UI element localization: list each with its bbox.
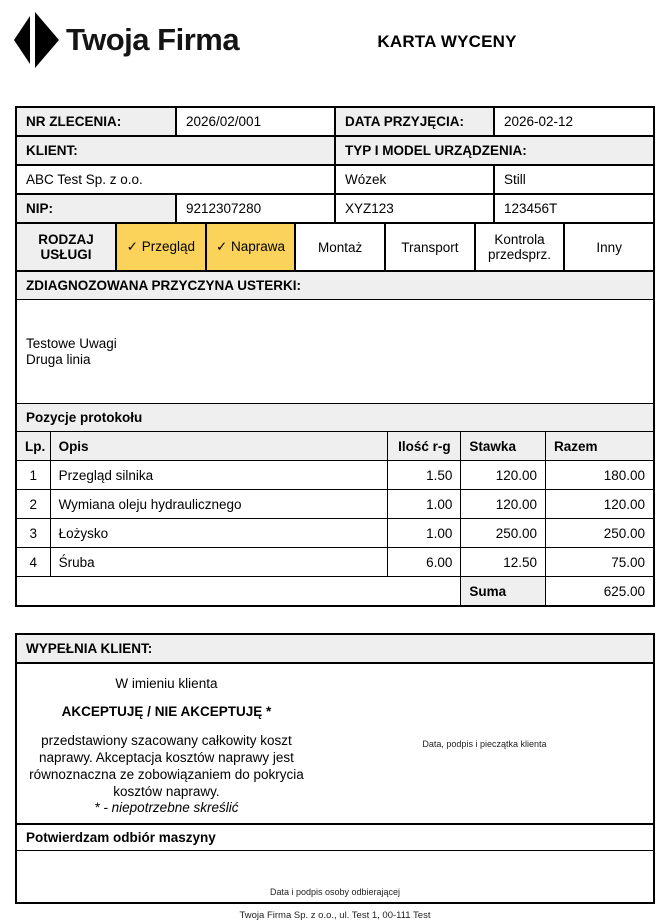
table-row: 2 Wymiana oleju hydraulicznego 1.00 120.… bbox=[16, 489, 654, 519]
sum-spacer-cell bbox=[16, 576, 462, 606]
on-behalf-line: W imieniu klienta bbox=[115, 676, 218, 691]
cell-ilosc: 1.00 bbox=[387, 489, 462, 519]
client-section-header: WYPEŁNIA KLIENT: bbox=[17, 635, 653, 662]
nip-label: NIP: bbox=[16, 193, 177, 223]
cell-lp: 2 bbox=[16, 489, 51, 519]
cell-opis: Śruba bbox=[49, 547, 389, 577]
company-name: Twoja Firma bbox=[66, 22, 240, 57]
device-type-value: Wózek bbox=[334, 164, 495, 195]
acceptance-text-block: W imieniu klienta AKCEPTUJĘ / NIE AKCEPT… bbox=[17, 664, 316, 823]
device-serial-value: 123456T bbox=[493, 193, 654, 223]
service-option-inny: Inny bbox=[596, 239, 622, 255]
defect-line-2: Druga linia bbox=[26, 351, 91, 367]
order-number-value: 2026/02/001 bbox=[175, 107, 336, 137]
client-signature-caption: Data, podpis i pieczątka klienta bbox=[422, 738, 547, 749]
pickup-signature-area: Data i podpis osoby odbierającej bbox=[17, 850, 653, 902]
order-info-table: NR ZLECENIA: 2026/02/001 DATA PRZYJĘCIA:… bbox=[16, 107, 654, 223]
client-acceptance-area: W imieniu klienta AKCEPTUJĘ / NIE AKCEPT… bbox=[17, 662, 653, 823]
diamond-logo-icon bbox=[14, 12, 60, 68]
cell-ilosc: 1.50 bbox=[387, 460, 462, 490]
cell-stawka: 12.50 bbox=[460, 547, 546, 577]
cell-razem: 120.00 bbox=[545, 489, 654, 519]
protocol-items: Lp. Opis Ilość r-g Stawka Razem 1 Przegl… bbox=[16, 431, 654, 606]
table-row: 1 Przegląd silnika 1.50 120.00 180.00 bbox=[16, 460, 654, 490]
sum-value: 625.00 bbox=[545, 576, 654, 606]
cell-stawka: 250.00 bbox=[460, 518, 546, 548]
cell-opis: Wymiana oleju hydraulicznego bbox=[49, 489, 389, 519]
cell-lp: 1 bbox=[16, 460, 51, 490]
client-value: ABC Test Sp. z o.o. bbox=[16, 164, 336, 195]
cell-razem: 180.00 bbox=[545, 460, 654, 490]
cell-ilosc: 1.00 bbox=[387, 518, 462, 548]
intake-date-label: DATA PRZYJĘCIA: bbox=[334, 107, 495, 137]
col-header-stawka: Stawka bbox=[460, 431, 546, 461]
nip-value: 9212307280 bbox=[175, 193, 336, 223]
company-logo: Twoja Firma bbox=[14, 12, 240, 68]
intake-date-value: 2026-02-12 bbox=[493, 107, 654, 137]
table-row: NR ZLECENIA: 2026/02/001 DATA PRZYJĘCIA:… bbox=[16, 107, 654, 137]
col-header-opis: Opis bbox=[49, 431, 389, 461]
defect-line-1: Testowe Uwagi bbox=[26, 335, 117, 351]
diamond-left-triangle bbox=[14, 16, 30, 64]
col-header-ilosc: Ilość r-g bbox=[387, 431, 462, 461]
col-header-razem: Razem bbox=[545, 431, 654, 461]
service-type-label: RODZAJ USŁUGI bbox=[17, 224, 117, 270]
accept-reject-line: AKCEPTUJĘ / NIE AKCEPTUJĘ * bbox=[61, 704, 272, 719]
service-option-transport: Transport bbox=[386, 224, 476, 270]
cell-stawka: 120.00 bbox=[460, 489, 546, 519]
order-number-label: NR ZLECENIA: bbox=[16, 107, 177, 137]
cell-lp: 4 bbox=[16, 547, 51, 577]
client-section-box: WYPEŁNIA KLIENT: W imieniu klienta AKCEP… bbox=[15, 633, 655, 904]
col-header-lp: Lp. bbox=[16, 431, 51, 461]
table-row: NIP: 9212307280 XYZ123 123456T bbox=[16, 193, 654, 223]
table-row: ABC Test Sp. z o.o. Wózek Still bbox=[16, 164, 654, 195]
table-header-row: Lp. Opis Ilość r-g Stawka Razem bbox=[16, 431, 654, 461]
pickup-confirmation-header: Potwierdzam odbiór maszyny bbox=[17, 823, 653, 850]
defect-description: Testowe Uwagi Druga linia bbox=[17, 299, 653, 403]
cell-razem: 75.00 bbox=[545, 547, 654, 577]
client-signature-area: Data, podpis i pieczątka klienta bbox=[316, 664, 653, 823]
pickup-signature-caption: Data i podpis osoby odbierającej bbox=[269, 887, 401, 897]
defect-section-header: ZDIAGNOZOWANA PRZYCZYNA USTERKI: bbox=[17, 270, 653, 299]
service-option-montaz: Montaż bbox=[296, 224, 387, 270]
cell-lp: 3 bbox=[16, 518, 51, 548]
cell-razem: 250.00 bbox=[545, 518, 654, 548]
order-details-box: NR ZLECENIA: 2026/02/001 DATA PRZYJĘCIA:… bbox=[15, 106, 655, 607]
service-option-przeglad: ✓ Przegląd bbox=[117, 224, 207, 270]
cell-opis: Przegląd silnika bbox=[49, 460, 389, 490]
table-row: KLIENT: TYP I MODEL URZĄDZENIA: bbox=[16, 135, 654, 166]
table-row: 4 Śruba 6.00 12.50 75.00 bbox=[16, 547, 654, 577]
strike-out-footnote: * - niepotrzebne skreślić bbox=[94, 800, 239, 815]
service-option-naprawa: ✓ Naprawa bbox=[206, 224, 297, 270]
page-header: Twoja Firma KARTA WYCENY bbox=[0, 0, 670, 68]
client-label: KLIENT: bbox=[16, 135, 336, 166]
service-type-row: RODZAJ USŁUGI ✓ Przegląd ✓ Naprawa Monta… bbox=[17, 222, 653, 270]
device-make-value: Still bbox=[493, 164, 654, 195]
table-row: 3 Łożysko 1.00 250.00 250.00 bbox=[16, 518, 654, 548]
diamond-right-triangle bbox=[35, 12, 59, 68]
company-footer: Twoja Firma Sp. z o.o., ul. Test 1, 00-1… bbox=[239, 910, 431, 921]
device-model-value: XYZ123 bbox=[334, 193, 495, 223]
sum-label: Suma bbox=[460, 576, 546, 606]
table-sum-row: Suma 625.00 bbox=[16, 576, 654, 606]
acceptance-paragraph: przedstawiony szacowany całkowity koszt … bbox=[29, 733, 304, 799]
cell-stawka: 120.00 bbox=[460, 460, 546, 490]
cell-opis: Łożysko bbox=[49, 518, 389, 548]
document-title: KARTA WYCENY bbox=[377, 32, 517, 51]
device-type-model-label: TYP I MODEL URZĄDZENIA: bbox=[334, 135, 654, 166]
protocol-items-table: Lp. Opis Ilość r-g Stawka Razem 1 Przegl… bbox=[16, 431, 654, 606]
protocol-section-header: Pozycje protokołu bbox=[17, 403, 653, 431]
service-option-kontrola: Kontrola przedsprz. bbox=[476, 224, 566, 270]
cell-ilosc: 6.00 bbox=[387, 547, 462, 577]
